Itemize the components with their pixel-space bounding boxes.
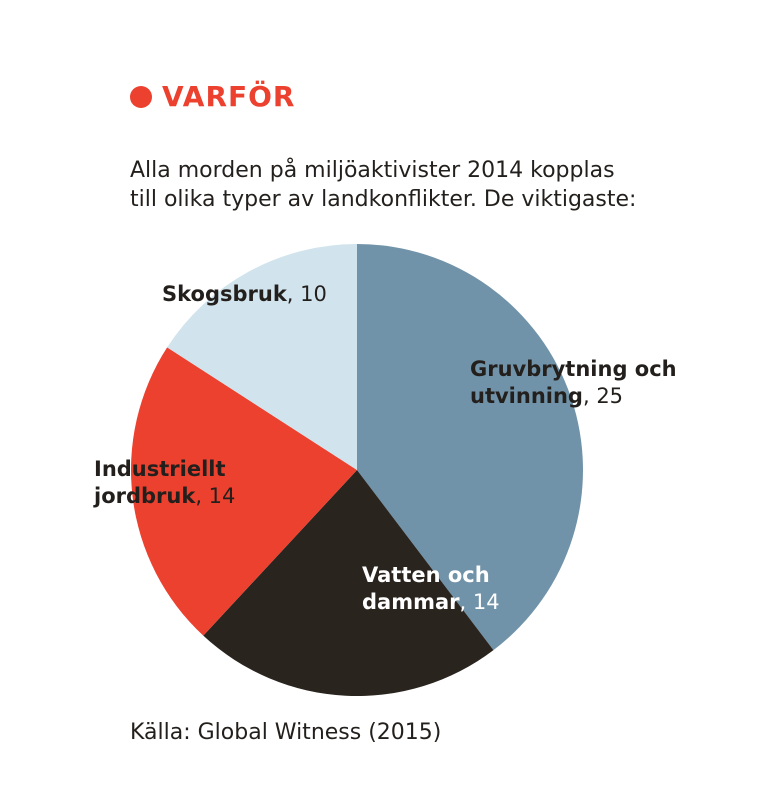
source-note: Källa: Global Witness (2015) xyxy=(130,720,442,745)
bullet-dot-icon xyxy=(130,85,152,108)
slice-value: , 25 xyxy=(582,384,624,408)
pie-slice-2 xyxy=(130,347,357,636)
slice-label-vatten: Vatten och dammar, 14 xyxy=(362,562,500,616)
slice-value: , 14 xyxy=(459,590,500,614)
slice-name-line: Gruvbrytning och xyxy=(470,357,677,381)
slice-name-line: Skogsbruk xyxy=(162,282,287,306)
slice-name-line: Industriellt xyxy=(94,457,226,481)
kicker-text: VARFÖR xyxy=(162,80,296,113)
slice-name-line: dammar xyxy=(362,590,460,614)
slice-value: , 14 xyxy=(195,484,236,508)
slice-name-line: jordbruk xyxy=(94,484,196,508)
chart-subtitle: Alla morden på miljöaktivister 2014 kopp… xyxy=(130,156,730,214)
slice-label-gruvbrytning: Gruvbrytning och utvinning, 25 xyxy=(470,356,677,410)
pie-slice-3 xyxy=(167,244,357,470)
pie-slice-1 xyxy=(203,470,494,696)
slice-label-industriellt: Industriellt jordbruk, 14 xyxy=(94,456,235,510)
slice-label-skogsbruk: Skogsbruk, 10 xyxy=(162,281,327,308)
pie-slice-0 xyxy=(357,244,583,651)
slice-name-line: utvinning xyxy=(470,384,583,408)
slice-value: , 10 xyxy=(286,282,327,306)
slice-name-line: Vatten och xyxy=(362,563,490,587)
subtitle-line-1: Alla morden på miljöaktivister 2014 kopp… xyxy=(130,158,615,183)
section-kicker: VARFÖR xyxy=(130,80,296,113)
subtitle-line-2: till olika typer av landkonflikter. De v… xyxy=(130,187,637,212)
